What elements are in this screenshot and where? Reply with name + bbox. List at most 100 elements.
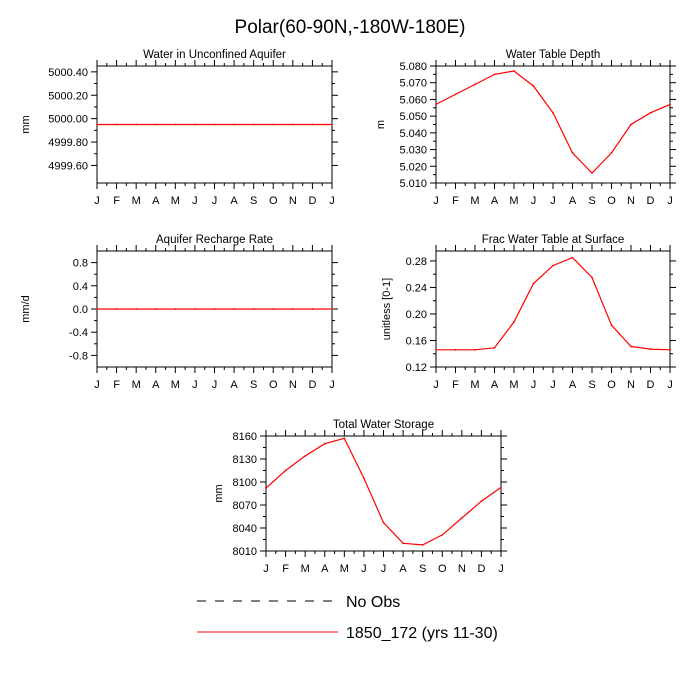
y-tick-label: 8100 <box>233 477 257 489</box>
data-point <box>304 455 307 457</box>
data-point <box>591 172 593 174</box>
y-tick-label: 5000.00 <box>48 114 88 126</box>
x-tick-label: M <box>509 195 518 207</box>
data-point <box>669 103 671 106</box>
data-point <box>174 308 177 310</box>
x-tick-label: N <box>289 379 297 391</box>
x-tick-label: M <box>340 563 349 575</box>
y-tick-label: 0.20 <box>406 309 427 321</box>
plot-frame <box>435 65 671 184</box>
data-point <box>174 123 177 126</box>
panel-title: Aquifer Recharge Rate <box>156 234 273 246</box>
data-point <box>213 123 216 126</box>
data-point <box>331 123 333 126</box>
x-tick-label: J <box>531 195 537 207</box>
x-tick-label: D <box>647 195 655 207</box>
x-tick-label: M <box>171 195 180 207</box>
y-tick-label: 8010 <box>233 546 257 558</box>
x-tick-label: S <box>250 379 257 391</box>
x-tick-label: M <box>301 563 310 575</box>
x-tick-label: D <box>308 379 316 391</box>
x-tick-label: F <box>452 195 459 207</box>
x-tick-label: F <box>452 379 459 391</box>
x-tick-label: D <box>477 563 485 575</box>
y-tick-label: -0.8 <box>69 350 88 362</box>
x-tick-label: J <box>550 379 556 391</box>
x-tick-label: J <box>94 379 100 391</box>
x-tick-label: J <box>667 379 673 391</box>
x-tick-label: O <box>607 379 616 391</box>
x-tick-label: A <box>230 195 238 207</box>
x-tick-label: S <box>419 563 426 575</box>
y-tick-label: 0.8 <box>73 258 88 270</box>
data-point <box>194 308 196 310</box>
x-tick-label: J <box>498 563 504 575</box>
y-tick-label: 5.030 <box>399 145 427 157</box>
data-point <box>649 111 652 114</box>
y-tick-label: 0.4 <box>73 281 88 293</box>
data-point <box>630 345 632 348</box>
data-point <box>480 500 483 503</box>
data-point <box>500 486 502 489</box>
x-tick-label: J <box>667 195 673 207</box>
x-tick-label: J <box>192 195 198 207</box>
panel-frac-water-table-at-surface: Frac Water Table at Surface unitless [0-1… <box>381 234 676 391</box>
y-axis-label: m <box>375 120 387 129</box>
y-tick-label: 4999.60 <box>48 160 88 172</box>
data-point <box>311 308 314 310</box>
y-tick-label: 8040 <box>233 523 257 535</box>
x-tick-label: J <box>94 195 100 207</box>
x-tick-label: S <box>588 195 595 207</box>
legend-label-no-obs: No Obs <box>346 594 400 611</box>
data-point <box>233 308 236 310</box>
data-point <box>571 152 574 154</box>
series-line <box>436 256 671 351</box>
x-tick-label: J <box>433 195 439 207</box>
x-tick-label: O <box>269 379 278 391</box>
y-tick-label: 5.020 <box>399 161 427 173</box>
x-tick-label: J <box>212 195 218 207</box>
x-tick-label: M <box>171 379 180 391</box>
x-tick-label: N <box>458 563 466 575</box>
x-tick-label: J <box>550 195 556 207</box>
data-point <box>460 517 463 519</box>
data-point <box>610 152 613 154</box>
data-point <box>343 437 346 440</box>
data-point <box>552 111 554 114</box>
y-axis-label: unitless [0-1] <box>381 278 393 340</box>
x-tick-label: A <box>491 195 499 207</box>
series-line <box>265 437 502 546</box>
data-point <box>311 123 314 126</box>
x-tick-label: J <box>192 379 198 391</box>
series-line <box>435 70 671 174</box>
y-tick-label: 5.050 <box>399 111 427 123</box>
y-axis-label: mm <box>20 115 32 133</box>
x-tick-label: A <box>152 379 160 391</box>
data-point <box>213 308 216 310</box>
x-tick-label: J <box>212 379 218 391</box>
x-tick-label: M <box>470 195 479 207</box>
data-point <box>291 123 294 126</box>
data-point <box>421 544 424 546</box>
x-tick-label: F <box>282 563 289 575</box>
x-tick-label: M <box>470 379 479 391</box>
data-point <box>493 346 496 349</box>
y-tick-label: 0.12 <box>406 362 427 374</box>
data-point <box>265 487 267 489</box>
panel-title: Total Water Storage <box>333 419 434 431</box>
data-point <box>435 103 437 106</box>
panel-title: Water Table Depth <box>506 49 601 61</box>
data-point <box>154 123 157 126</box>
data-point <box>441 534 444 536</box>
y-tick-label: 8070 <box>233 500 257 512</box>
x-tick-label: J <box>381 563 387 575</box>
y-tick-label: 5000.20 <box>48 90 88 102</box>
data-point <box>454 93 457 96</box>
panel-title: Water in Unconfined Aquifer <box>143 49 286 61</box>
x-tick-label: A <box>491 379 499 391</box>
x-tick-label: J <box>433 379 439 391</box>
y-tick-label: 5000.40 <box>48 67 88 79</box>
